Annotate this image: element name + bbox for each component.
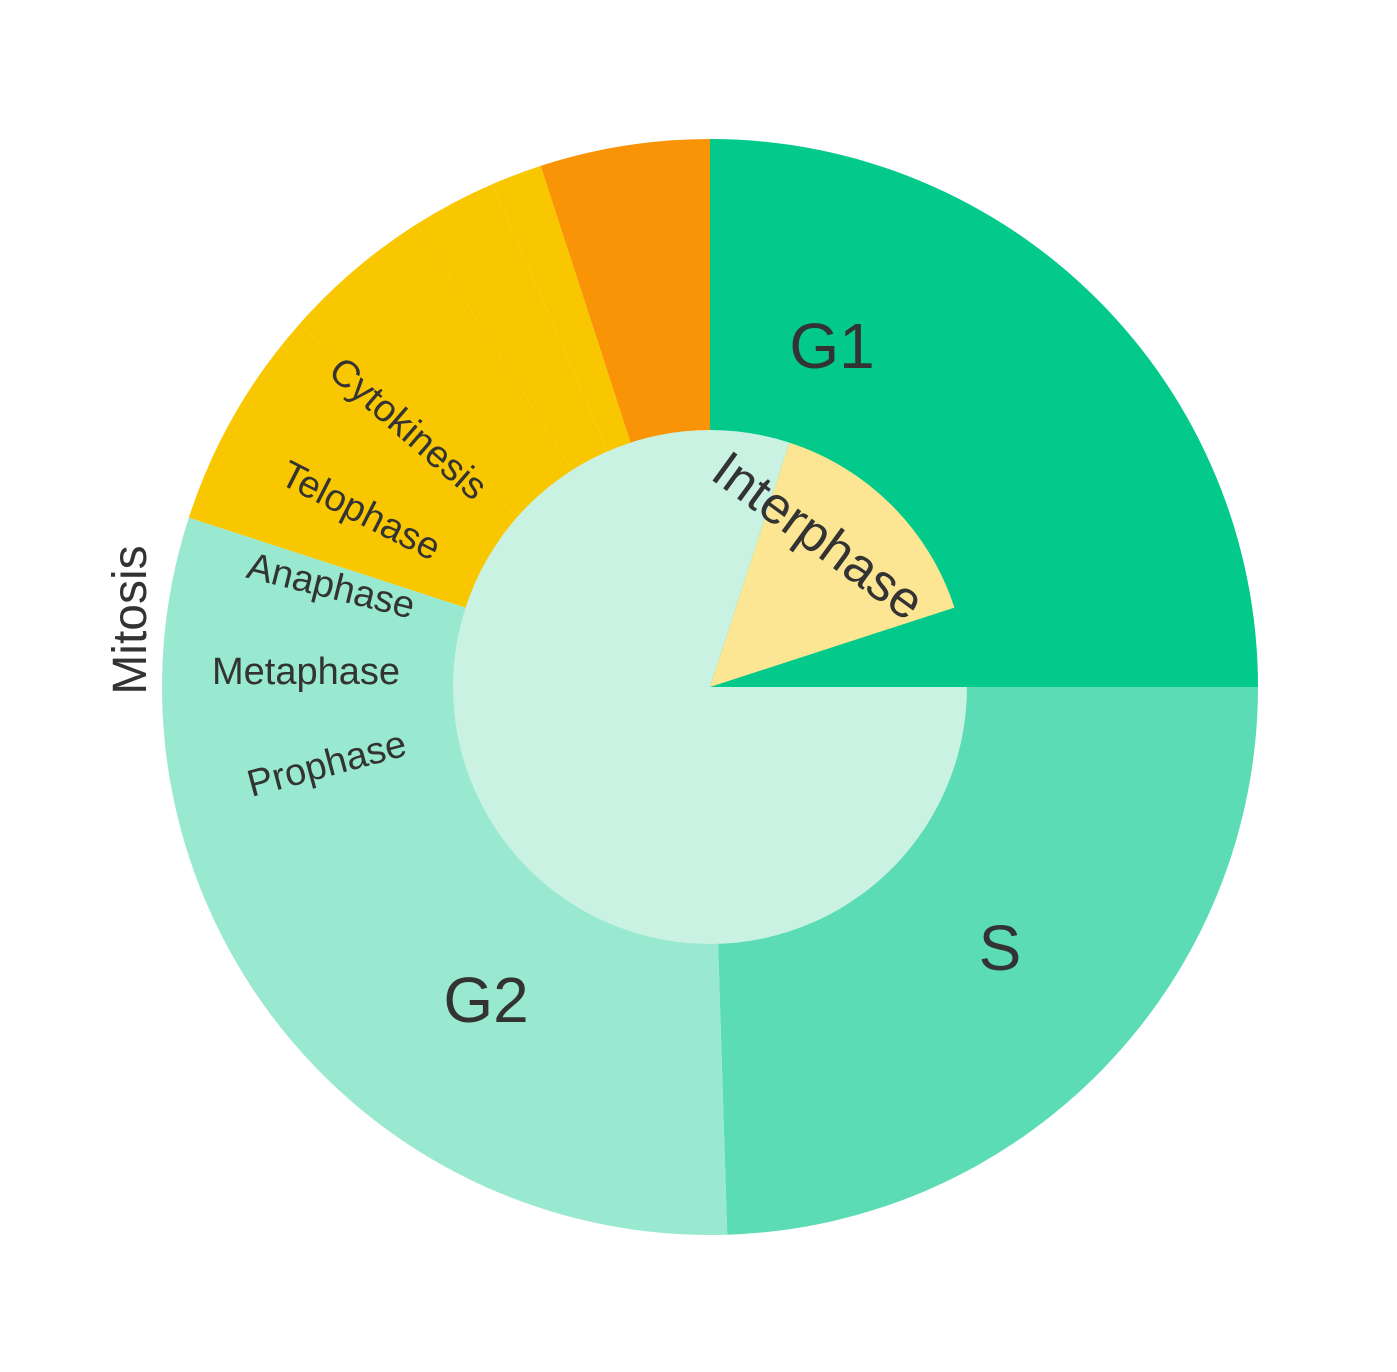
label-mitosis: Mitosis — [104, 545, 157, 694]
label-g2: G2 — [443, 964, 528, 1036]
inner-ring — [452, 430, 967, 944]
label-metaphase: Metaphase — [212, 651, 400, 693]
label-g1: G1 — [789, 310, 874, 382]
label-s: S — [979, 912, 1022, 984]
inner-wedge-mitosis — [710, 442, 955, 687]
